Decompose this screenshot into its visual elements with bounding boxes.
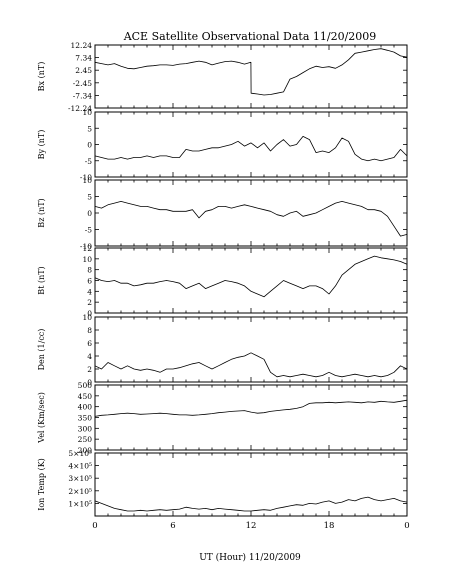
y-tick-label: -12.24 — [68, 104, 92, 113]
y-axis-label: Den (1/cc) — [37, 329, 46, 371]
y-tick-label: 8 — [87, 326, 92, 335]
y-tick-label: 5×10⁵ — [68, 449, 92, 458]
series-line — [94, 255, 408, 298]
x-tick-label: 18 — [324, 521, 335, 531]
y-tick-label: 7.34 — [75, 54, 92, 63]
y-tick-label: 10 — [82, 255, 92, 264]
x-tick-label: 0 — [92, 521, 97, 531]
x-axis-label: UT (Hour) 11/20/2009 — [199, 552, 301, 563]
y-axis-label: Bz (nT) — [37, 198, 46, 227]
y-tick-label: -10 — [80, 242, 92, 251]
y-tick-label: 10 — [82, 108, 92, 117]
y-tick-label: 0 — [87, 141, 92, 150]
y-tick-label: 8 — [87, 266, 92, 275]
panel-2: 10 5 0 -5 -10 Bz (nT) — [37, 176, 408, 251]
y-tick-label: 250 — [78, 435, 93, 444]
y-axis-label: Vel (Km/sec) — [37, 392, 46, 444]
y-tick-label: 12.24 — [71, 41, 93, 50]
y-axis-label: Bx (nT) — [37, 62, 46, 92]
panel-frame — [94, 452, 408, 517]
series-line — [94, 48, 408, 96]
panel-frame — [94, 384, 408, 451]
y-tick-label: 6 — [87, 339, 92, 348]
y-axis-label: Ion Temp (K) — [37, 458, 46, 511]
y-tick-label: 3×10⁵ — [68, 474, 92, 483]
y-tick-label: 1×10⁵ — [68, 499, 92, 508]
series-line — [94, 201, 408, 237]
y-tick-label: -7.34 — [73, 91, 92, 100]
panel-frame — [94, 179, 408, 247]
y-tick-label: 10 — [82, 313, 92, 322]
y-tick-label: 450 — [78, 392, 93, 401]
y-tick-label: -2.45 — [73, 79, 92, 88]
y-tick-label: -5 — [85, 226, 93, 235]
panel-4: 10 8 6 4 2 0 Den (1/cc) — [37, 313, 408, 387]
y-tick-label: 0 — [87, 309, 92, 318]
y-axis-label: By (nT) — [37, 130, 46, 160]
y-tick-label: 4 — [87, 352, 92, 361]
y-tick-label: 4×10⁵ — [68, 462, 92, 471]
y-tick-label: 300 — [78, 424, 93, 433]
y-tick-label: 2 — [87, 298, 92, 307]
x-tick-label: 0 — [404, 521, 409, 531]
series-line — [94, 496, 408, 512]
x-axis: 0 6 12 18 0 — [92, 521, 409, 531]
panel-frame — [94, 247, 408, 314]
y-tick-label: -10 — [80, 173, 92, 182]
series-line — [94, 352, 408, 378]
y-tick-label: 2.45 — [75, 66, 92, 75]
y-tick-label: 5 — [87, 124, 92, 133]
y-tick-label: 6 — [87, 277, 92, 286]
y-tick-label: -5 — [85, 157, 93, 166]
figure-title: ACE Satellite Observational Data 11/20/2… — [123, 30, 377, 43]
y-tick-label: 2×10⁵ — [68, 487, 92, 496]
y-tick-label: 5 — [87, 193, 92, 202]
panel-0: 12.24 7.34 2.45 -2.45 -7.34 -12.24 Bx (nT) — [37, 41, 408, 113]
series-line — [94, 136, 408, 162]
panel-3: 12 10 8 64 2 0 Bt (nT) — [37, 244, 408, 318]
panel-frame — [94, 111, 408, 178]
y-axis-label: Bt (nT) — [37, 266, 46, 294]
y-tick-label: 0 — [87, 378, 92, 387]
series-line — [94, 399, 408, 417]
x-tick-label: 12 — [246, 521, 257, 531]
panel-6: 5×10⁵ 4×10⁵ 3×10⁵ 2×10⁵ 1×10⁵ Ion Temp (K) — [37, 449, 408, 517]
y-tick-label: 350 — [78, 414, 93, 423]
y-tick-label: 500 — [78, 381, 93, 390]
y-tick-label: 12 — [82, 244, 92, 253]
panel-1: 10 5 0 -5 -10 By (nT) — [37, 108, 408, 182]
y-tick-label: 4 — [87, 287, 92, 296]
y-tick-label: 0 — [87, 209, 92, 218]
y-tick-label: 10 — [82, 176, 92, 185]
y-tick-label: 2 — [87, 365, 92, 374]
x-tick-label: 6 — [170, 521, 175, 531]
y-tick-label: 400 — [78, 403, 93, 412]
y-tick-label: 200 — [78, 446, 93, 455]
panel-frame — [94, 316, 408, 383]
